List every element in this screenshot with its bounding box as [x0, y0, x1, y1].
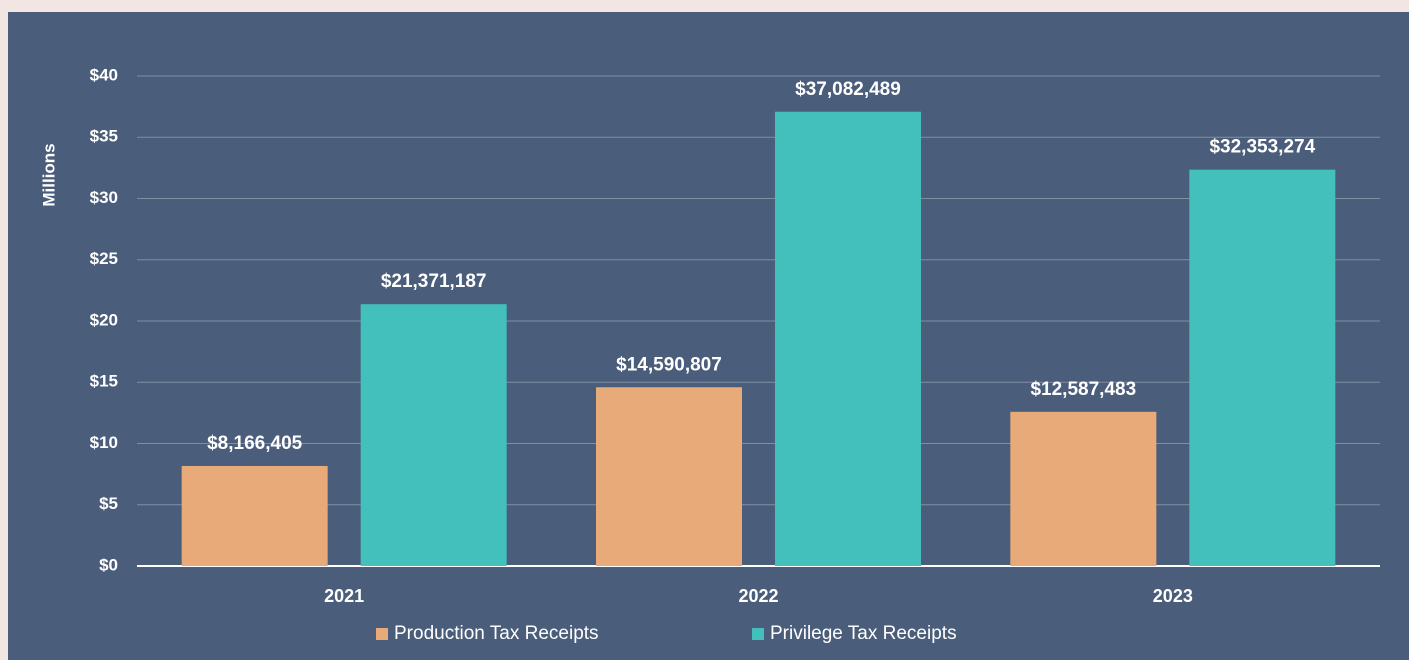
- bar: [360, 304, 507, 566]
- bar: [775, 111, 921, 567]
- legend-label: Production Tax Receipts: [394, 623, 599, 644]
- legend-swatch: [376, 628, 388, 640]
- data-label: $21,371,187: [381, 271, 487, 292]
- bar: [596, 387, 742, 566]
- data-label: $12,587,483: [1030, 379, 1136, 400]
- bar: [1189, 169, 1336, 566]
- y-tick-label: $20: [90, 310, 118, 329]
- data-label: $8,166,405: [207, 433, 303, 454]
- y-axis-label: Millions: [39, 143, 58, 206]
- y-tick-label: $0: [99, 555, 118, 574]
- y-tick-label: $10: [90, 433, 118, 452]
- y-tick-label: $25: [90, 249, 118, 268]
- y-tick-label: $30: [90, 188, 118, 207]
- data-label: $14,590,807: [616, 354, 722, 375]
- y-tick-label: $15: [90, 372, 118, 391]
- bar: [1010, 411, 1157, 566]
- legend-swatch: [752, 628, 764, 640]
- x-tick-label: 2022: [738, 586, 778, 606]
- x-tick-label: 2023: [1153, 586, 1193, 606]
- data-label: $32,353,274: [1209, 137, 1315, 158]
- bar: [181, 465, 328, 566]
- y-tick-label: $35: [90, 127, 118, 146]
- data-label: $37,082,489: [795, 79, 901, 100]
- y-tick-label: $5: [99, 494, 118, 513]
- y-tick-label: $40: [90, 65, 118, 84]
- legend-label: Privilege Tax Receipts: [770, 623, 957, 644]
- x-tick-label: 2021: [324, 586, 364, 606]
